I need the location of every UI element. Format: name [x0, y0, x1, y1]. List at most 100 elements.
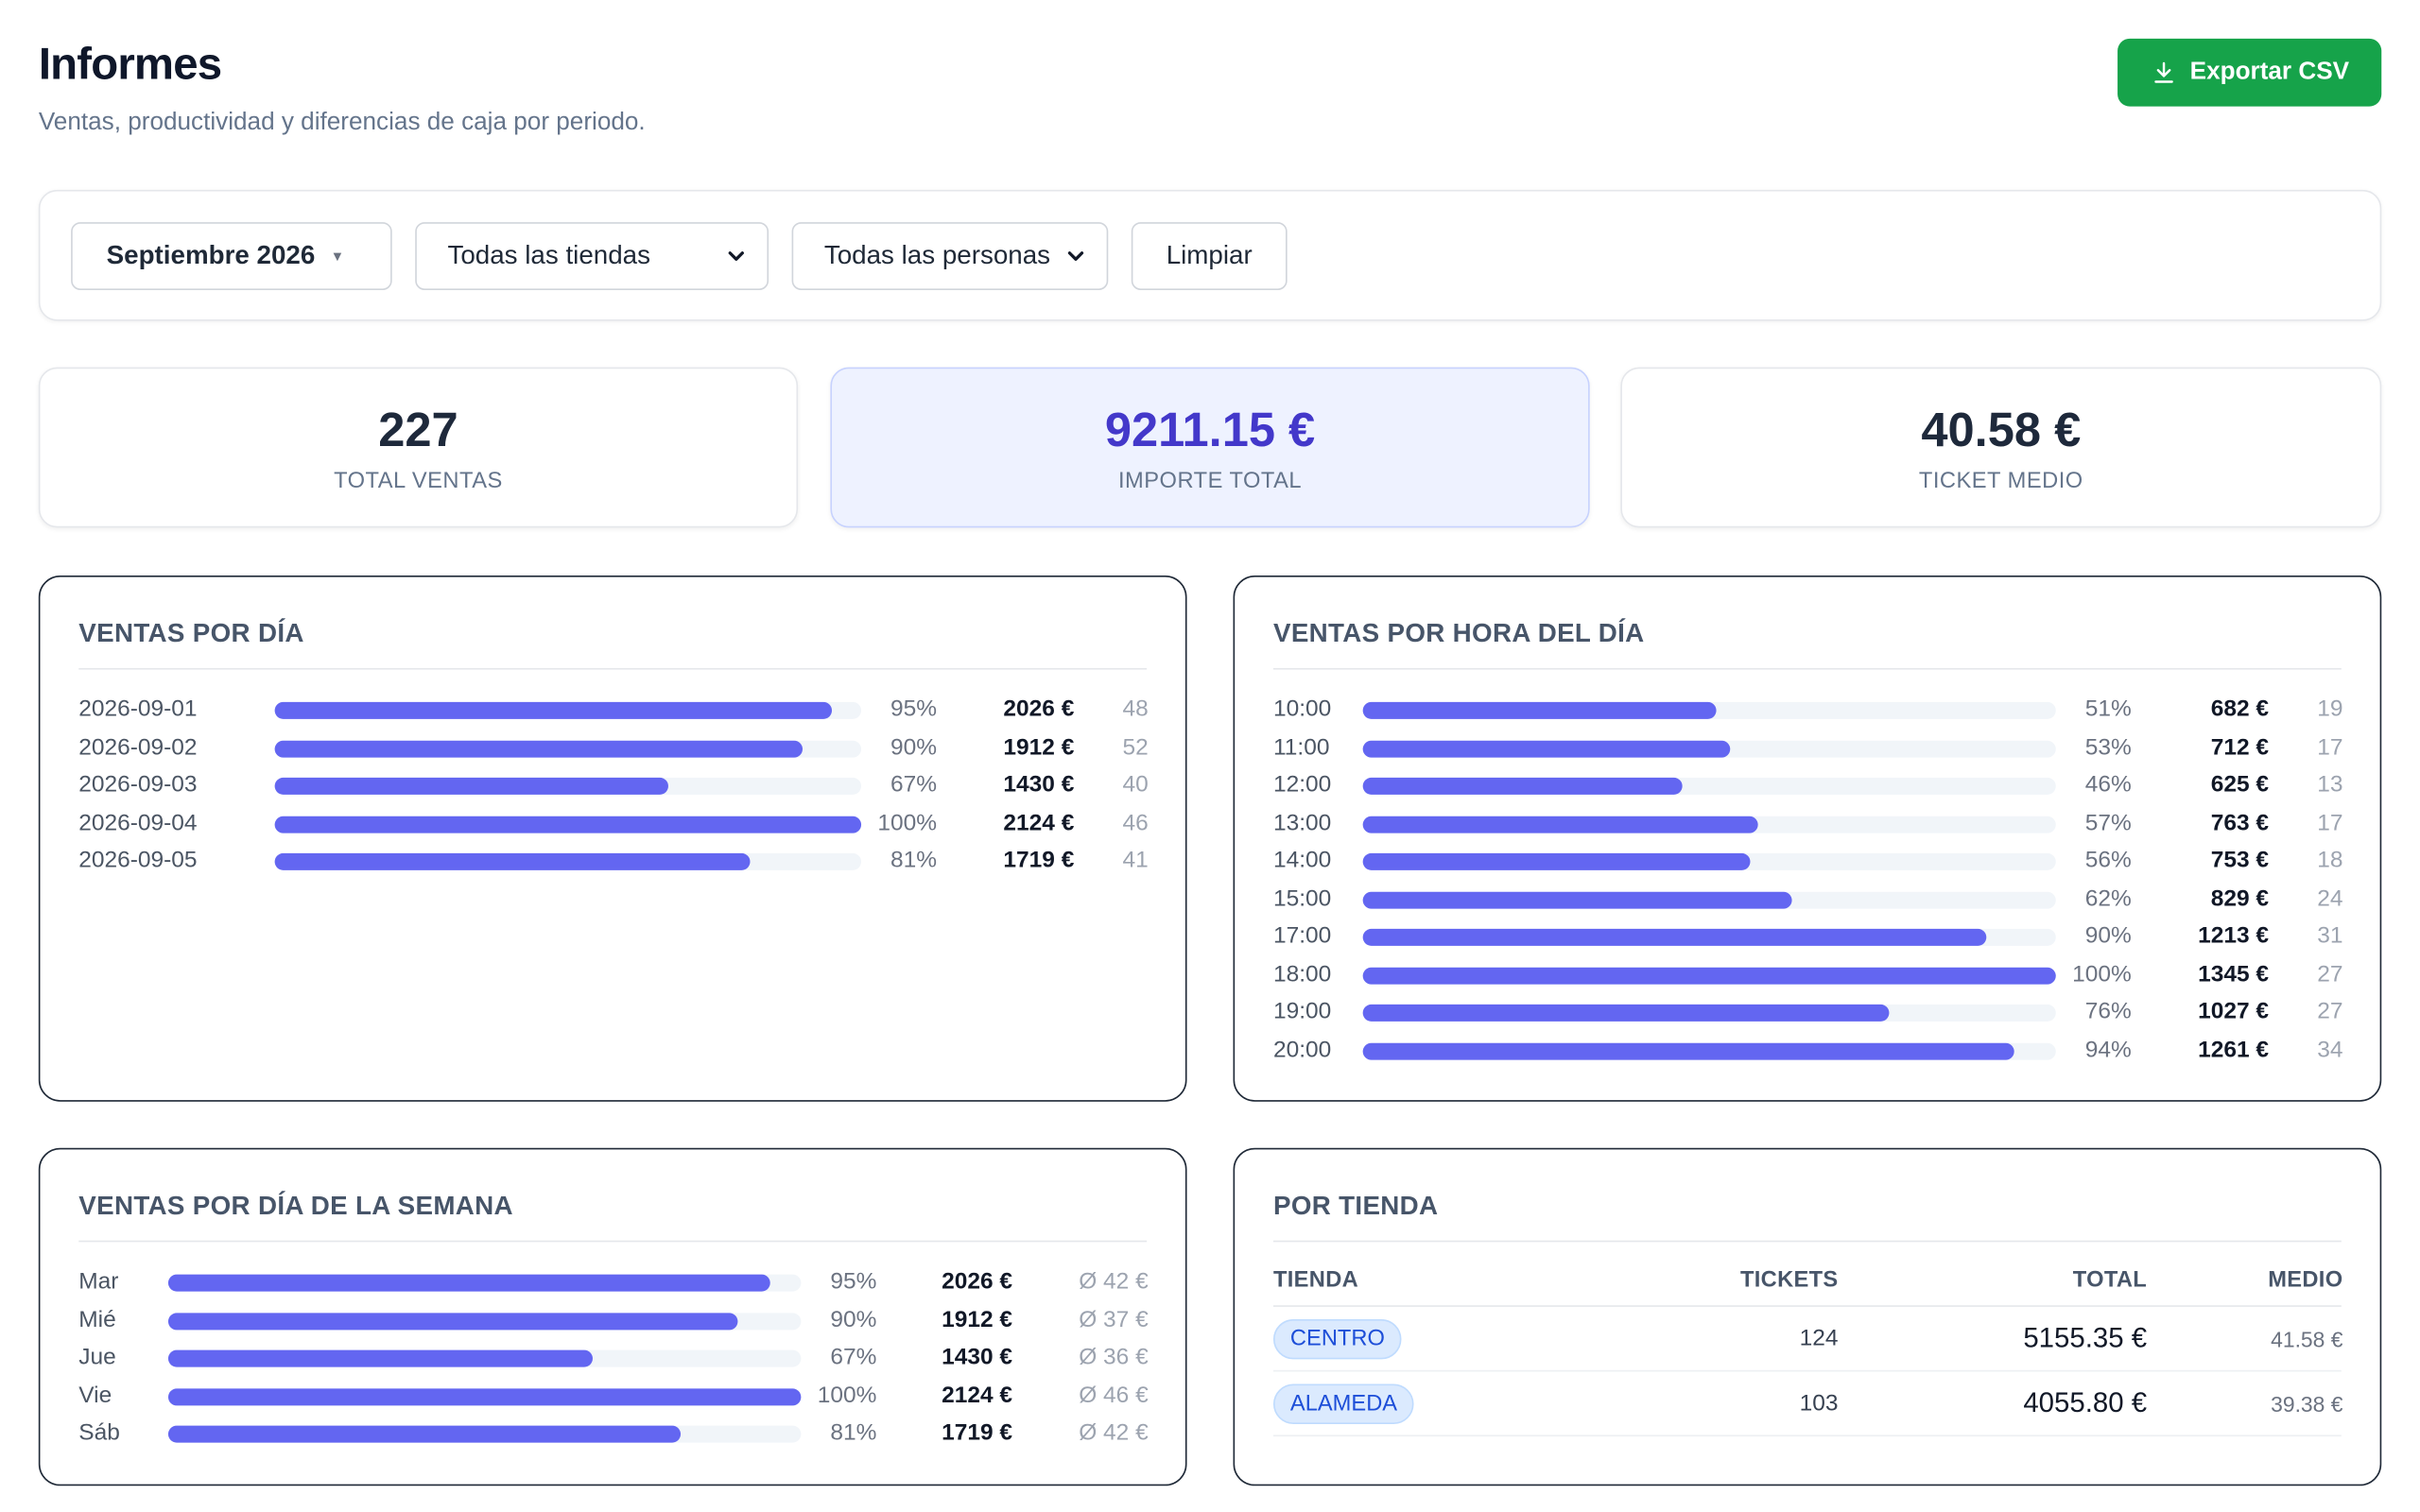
bar-amount: 1430 €	[942, 1344, 1013, 1370]
bar-amount: 1261 €	[2198, 1036, 2270, 1063]
bar-percent: 95%	[830, 1268, 877, 1295]
bar-count: 18	[2317, 847, 2343, 874]
kpi-total-sales: 227 TOTAL VENTAS	[38, 367, 799, 528]
bar-fill	[167, 1425, 682, 1443]
bar-percent: 56%	[2084, 847, 2132, 874]
bar-count: 46	[1122, 809, 1149, 836]
bar-amount: 763 €	[2210, 809, 2270, 836]
bar-label: 11:00	[1272, 733, 1330, 761]
bar-track	[1362, 966, 2056, 984]
panel-title: POR TIENDA	[1272, 1191, 2342, 1243]
sales-by-day-panel: VENTAS POR DÍA 2026-09-01 95% 2026 €48 2026…	[38, 575, 1187, 1102]
bar-row: 10:00 51% 682 € 19	[1273, 691, 2342, 725]
bar-label: 2026-09-02	[78, 733, 198, 761]
table-row: ALAMEDA 103 4055.80 € 39.38 €	[1272, 1371, 2343, 1437]
page-subtitle: Ventas, productividad y diferencias de c…	[38, 109, 646, 136]
bar-percent: 67%	[890, 771, 938, 799]
bar-amount: 753 €	[2210, 847, 2270, 874]
bar-count: 48	[1122, 696, 1149, 723]
bar-count: 19	[2317, 696, 2343, 723]
bar-fill	[274, 852, 751, 870]
column-header-tickets: TICKETS	[1739, 1268, 1839, 1294]
kpi-average-ticket: 40.58 € TICKET MEDIO	[1620, 367, 2382, 528]
bar-row: 11:00 53% 712 € 17	[1273, 729, 2342, 763]
export-csv-label: Exportar CSV	[2189, 59, 2350, 85]
total-cell: 5155.35 €	[2023, 1322, 2148, 1353]
bar-track	[1362, 777, 2056, 795]
bar-average: Ø 37 €	[1079, 1306, 1149, 1332]
bar-count: 27	[2317, 960, 2343, 988]
store-badge: ALAMEDA	[1272, 1383, 1415, 1424]
month-value: Septiembre 2026	[106, 240, 316, 270]
bar-label: 13:00	[1272, 809, 1332, 836]
bar-row: Jue 67% 1430 € Ø 36 €	[78, 1339, 1149, 1373]
bar-average: Ø 46 €	[1079, 1382, 1149, 1408]
bar-count: 27	[2317, 998, 2343, 1025]
store-badge: CENTRO	[1272, 1318, 1402, 1360]
sales-by-hour-panel: VENTAS POR HORA DEL DÍA 10:00 51% 682 €19 1…	[1233, 575, 2382, 1102]
bar-fill	[1362, 701, 1717, 719]
bar-count: 17	[2317, 809, 2343, 836]
bar-fill	[274, 815, 862, 833]
avg-cell: 39.38 €	[2271, 1391, 2343, 1417]
bar-track	[1362, 815, 2056, 833]
month-picker[interactable]: Septiembre 2026 ▼	[71, 222, 392, 290]
bar-label: 18:00	[1272, 960, 1332, 988]
bar-label: Mar	[78, 1268, 119, 1295]
bar-row: 14:00 56% 753 € 18	[1273, 842, 2342, 876]
bar-percent: 81%	[890, 847, 938, 874]
bar-count: 24	[2317, 885, 2343, 912]
download-icon	[2154, 61, 2173, 83]
bar-amount: 682 €	[2210, 696, 2270, 723]
bar-row: 17:00 90% 1213 € 31	[1273, 918, 2342, 952]
bar-percent: 100%	[2072, 960, 2132, 988]
bar-track	[274, 852, 862, 870]
bar-amount: 1345 €	[2198, 960, 2270, 988]
export-csv-button[interactable]: Exportar CSV	[2118, 38, 2382, 107]
bar-track	[1362, 1041, 2056, 1059]
bar-percent: 51%	[2084, 696, 2132, 723]
bar-track	[1362, 1004, 2056, 1022]
panel-title: VENTAS POR HORA DEL DÍA	[1272, 619, 2342, 670]
bar-percent: 57%	[2084, 809, 2132, 836]
bar-label: Vie	[78, 1382, 112, 1408]
bar-label: 17:00	[1272, 922, 1332, 950]
bar-average: Ø 42 €	[1079, 1268, 1149, 1295]
bar-row: 20:00 94% 1261 € 34	[1273, 1031, 2342, 1065]
bar-fill	[1362, 815, 1758, 833]
bar-fill	[167, 1387, 802, 1405]
store-select[interactable]: Todas las tiendas	[415, 222, 769, 290]
sales-by-weekday-panel: VENTAS POR DÍA DE LA SEMANA Mar 95% 2026 €…	[38, 1147, 1187, 1486]
bar-percent: 76%	[2084, 998, 2132, 1025]
bar-average: Ø 42 €	[1079, 1419, 1149, 1446]
bar-fill	[274, 701, 833, 719]
kpi-label: IMPORTE TOTAL	[1117, 469, 1303, 494]
bar-label: 10:00	[1272, 696, 1332, 723]
tickets-cell: 124	[1799, 1325, 1839, 1352]
bar-row: 2026-09-02 90% 1912 € 52	[78, 729, 1148, 763]
bar-row: 2026-09-04 100% 2124 € 46	[78, 804, 1149, 838]
bar-amount: 1719 €	[1003, 847, 1075, 874]
bar-average: Ø 36 €	[1079, 1344, 1149, 1370]
bar-track	[167, 1425, 802, 1443]
bar-row: Mar 95% 2026 € Ø 42 €	[78, 1263, 1149, 1297]
bar-row: 12:00 46% 625 € 13	[1273, 766, 2342, 800]
bar-row: Mié 90% 1912 € Ø 37 €	[78, 1301, 1149, 1335]
bar-fill	[167, 1349, 593, 1367]
bar-label: 2026-09-05	[78, 847, 198, 874]
bar-percent: 90%	[2084, 922, 2132, 950]
person-select[interactable]: Todas las personas	[791, 222, 1109, 290]
bar-track	[274, 701, 862, 719]
bar-amount: 625 €	[2210, 771, 2270, 799]
kpi-value: 40.58 €	[1921, 403, 2082, 457]
clear-filters-button[interactable]: Limpiar	[1131, 222, 1288, 290]
chevron-down-icon	[728, 251, 744, 261]
bar-count: 17	[2317, 733, 2343, 761]
bar-row: 19:00 76% 1027 € 27	[1273, 993, 2342, 1027]
header-divider	[1272, 1305, 2342, 1307]
bar-amount: 2026 €	[1003, 696, 1075, 723]
bar-percent: 46%	[2084, 771, 2132, 799]
kpi-label: TICKET MEDIO	[1918, 469, 2083, 494]
bar-amount: 1430 €	[1003, 771, 1075, 799]
bar-row: 2026-09-01 95% 2026 € 48	[78, 691, 1149, 725]
